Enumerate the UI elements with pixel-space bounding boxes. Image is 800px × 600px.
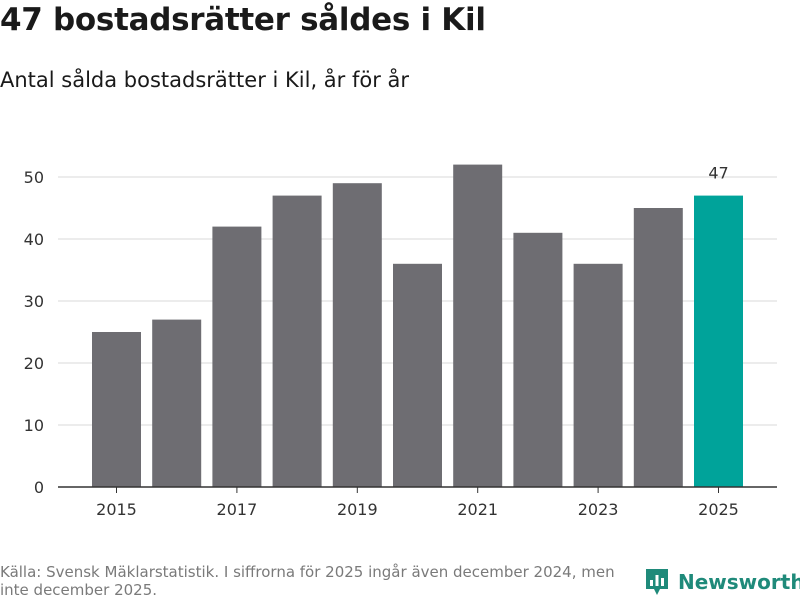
x-tick-label: 2015 <box>96 500 137 519</box>
chart-title: 47 bostadsrätter såldes i Kil <box>0 2 486 38</box>
axes: 0 10 20 30 40 50 2015 2017 2019 2021 2023 2025 <box>24 168 777 519</box>
bar <box>212 226 262 487</box>
newsworthy-logo-icon <box>646 569 668 595</box>
brand-name: Newsworthy <box>678 570 800 594</box>
bar <box>272 195 322 487</box>
bar-highlight <box>694 195 743 487</box>
y-tick-label: 40 <box>24 230 44 249</box>
source-note: Källa: Svensk Mäklarstatistik. I siffror… <box>0 563 615 599</box>
y-tick-label: 50 <box>24 168 44 187</box>
y-tick-label: 10 <box>24 416 44 435</box>
bars: 47 <box>92 164 743 487</box>
bar <box>393 263 442 487</box>
bar <box>573 263 623 487</box>
chart-subtitle: Antal sålda bostadsrätter i Kil, år för … <box>0 68 410 92</box>
x-tick-label: 2019 <box>337 500 378 519</box>
y-tick-label: 0 <box>34 478 44 497</box>
x-tick-label: 2021 <box>457 500 498 519</box>
bar <box>92 332 141 487</box>
x-tick-label: 2017 <box>217 500 258 519</box>
data-label: 47 <box>708 164 728 183</box>
bar <box>513 232 563 487</box>
bar <box>332 183 382 487</box>
brand: Newsworthy <box>644 567 800 597</box>
y-tick-label: 30 <box>24 292 44 311</box>
bar-chart: 47 0 10 20 30 40 50 2015 2017 2019 2021 2023 2025 <box>24 164 777 519</box>
y-tick-label: 20 <box>24 354 44 373</box>
x-tick-label: 2025 <box>698 500 739 519</box>
bar <box>152 319 202 487</box>
x-tick-label: 2023 <box>578 500 619 519</box>
bar <box>453 164 503 487</box>
bar <box>633 208 683 487</box>
